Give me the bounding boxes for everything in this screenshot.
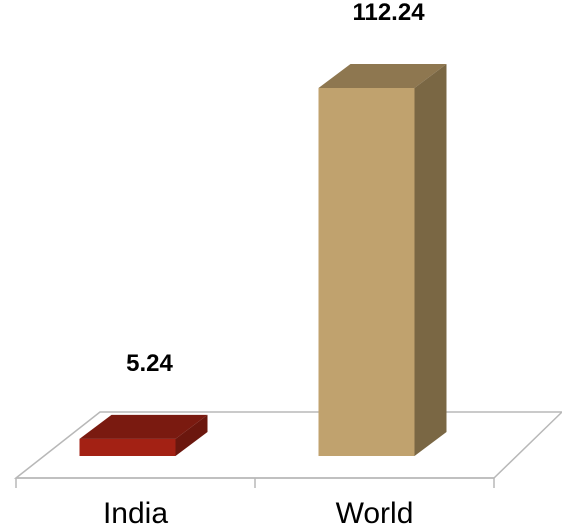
x-tick-label-india: India — [103, 497, 168, 529]
data-label-india: 5.24 — [126, 350, 173, 377]
data-label-world: 112.24 — [352, 0, 425, 26]
chart-floor — [13, 411, 562, 488]
bar-front-india — [79, 438, 176, 456]
bar-india — [79, 414, 208, 456]
bar-front-world — [318, 88, 415, 456]
category-axis: India World — [103, 497, 413, 529]
bars — [79, 64, 447, 456]
bar-side-india — [175, 414, 208, 456]
data-labels: 5.24 112.24 — [126, 0, 425, 377]
bar-top-india — [79, 414, 208, 439]
bar-side-world — [414, 64, 447, 456]
bar-top-world — [318, 64, 447, 88]
bar-world — [318, 64, 447, 456]
x-tick-label-world: World — [336, 497, 414, 529]
